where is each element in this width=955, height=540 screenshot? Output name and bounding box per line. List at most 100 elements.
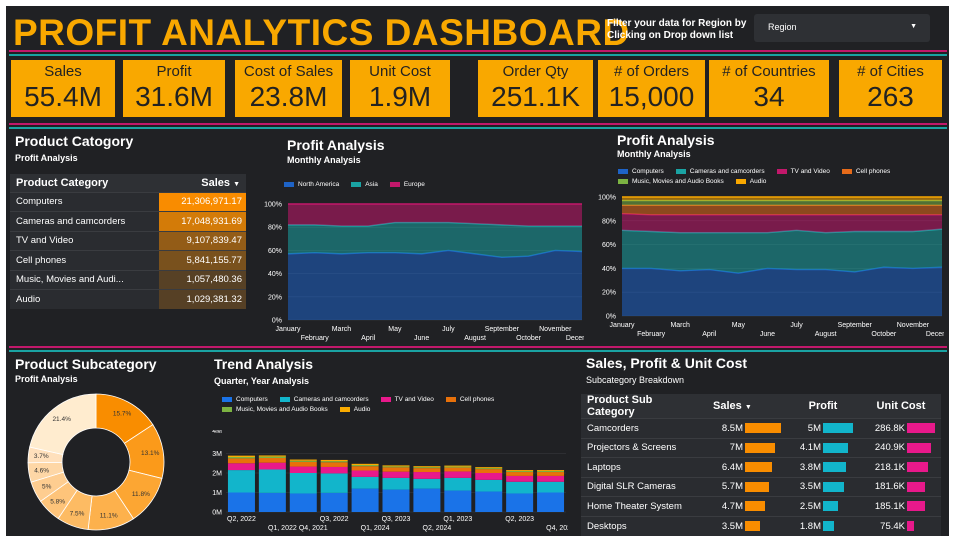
cell-value: 3.8M <box>799 461 821 473</box>
bar-segment <box>320 466 348 474</box>
col-header-subcategory[interactable]: Product Sub Category <box>581 394 707 419</box>
bar-segment <box>320 461 348 463</box>
y-tick-label: 40% <box>268 271 282 278</box>
kpi-card-5: # of Orders 15,000 <box>598 60 705 117</box>
table-row[interactable]: Cameras and camcorders 17,048,931.69 <box>10 211 246 231</box>
kpi-label: # of Cities <box>857 63 924 80</box>
x-tick-label: August <box>815 331 837 338</box>
legend-label: Music, Movies and Audio Books <box>632 178 724 185</box>
legend-label: Computers <box>632 168 664 175</box>
legend-item[interactable]: Computers <box>222 396 268 403</box>
cell-value: 3.5M <box>721 520 743 532</box>
kpi-value: 263 <box>867 81 914 112</box>
legend-item[interactable]: North America <box>284 181 339 188</box>
table-row[interactable]: Cell phones 5,841,155.77 <box>10 250 246 270</box>
divider <box>9 350 947 352</box>
x-tick-label: May <box>388 326 402 333</box>
bar-segment <box>537 470 565 472</box>
kpi-value: 251.1K <box>491 81 580 112</box>
kpi-card-4: Order Qty 251.1K <box>478 60 593 117</box>
legend-item[interactable]: Cell phones <box>445 396 495 403</box>
donut-slice-label: 7.5% <box>70 511 85 518</box>
table-row[interactable]: Digital SLR Cameras 5.7M 3.5M 181.6K <box>581 476 941 497</box>
legend-item[interactable]: Audio <box>339 406 370 413</box>
table-row[interactable]: Desktops 3.5M 1.8M 75.4K <box>581 515 941 536</box>
cell-bar <box>745 521 760 531</box>
bar-segment <box>382 489 410 512</box>
divider <box>9 346 947 348</box>
legend-label: Cell phones <box>459 396 495 403</box>
spu-panel-subtitle: Subcategory Breakdown <box>586 375 685 385</box>
bar-segment <box>475 479 503 492</box>
table-row[interactable]: Projectors & Screens 7M 4.1M 240.9K <box>581 437 941 458</box>
table-row[interactable]: Computers 21,306,971.17 <box>10 191 246 212</box>
trend-chart-legend: Computers Cameras and camcorders TV and Vi… <box>222 396 552 416</box>
col-header-unit-cost[interactable]: Unit Cost <box>861 394 941 419</box>
table-row[interactable]: Home Theater System 4.7M 2.5M 185.1K <box>581 496 941 516</box>
donut-slice-label: 5.8% <box>50 498 65 505</box>
bar-segment <box>382 465 410 467</box>
col-header-profit[interactable]: Profit <box>785 394 861 419</box>
kpi-value: 55.4M <box>24 81 102 112</box>
category-name: Audio <box>10 289 160 309</box>
cell-bar <box>823 423 853 434</box>
kpi-label: # of Countries <box>722 63 816 80</box>
bar-segment <box>475 491 503 512</box>
cell-value: 75.4K <box>880 520 905 532</box>
legend-label: Computers <box>236 396 268 403</box>
legend-item[interactable]: TV and Video <box>380 396 434 403</box>
table-row[interactable]: Laptops 6.4M 3.8M 218.1K <box>581 457 941 477</box>
bar-segment <box>227 463 255 471</box>
category-chart-title: Profit Analysis <box>617 132 715 148</box>
region-dropdown[interactable]: Region ▼ <box>754 14 930 42</box>
legend-item[interactable]: Cell phones <box>841 168 890 175</box>
table-row[interactable]: TV and Video 9,107,839.47 <box>10 230 246 251</box>
cell-value: 4.7M <box>721 500 743 512</box>
legend-item[interactable]: Music, Movies and Audio Books <box>618 178 724 185</box>
col-header-category[interactable]: Product Category <box>10 174 160 192</box>
bar-segment <box>444 477 472 491</box>
bar-segment <box>289 493 317 512</box>
donut-slice <box>29 393 97 455</box>
dashboard: PROFIT ANALYTICS DASHBOARD Filter your d… <box>6 6 949 536</box>
legend-swatch <box>222 406 232 412</box>
y-tick-label: 4M <box>212 430 222 435</box>
bar-segment <box>537 481 565 493</box>
cell-bar <box>823 462 846 473</box>
table-row[interactable]: Camcorders 8.5M 5M 286.8K <box>581 418 941 438</box>
legend-item[interactable]: Europe <box>389 181 425 188</box>
legend-item[interactable]: Audio <box>735 178 766 185</box>
legend-item[interactable]: Cameras and camcorders <box>279 396 369 403</box>
legend-item[interactable]: TV and Video <box>776 168 830 175</box>
x-tick-label: Q4, 2021 <box>299 525 328 532</box>
cell-value: 286.8K <box>874 422 905 434</box>
kpi-label: Cost of Sales <box>243 63 334 80</box>
col-header-sales[interactable]: Sales ▼ <box>159 174 246 192</box>
donut-slice-label: 5% <box>42 483 52 490</box>
category-name: Computers <box>10 191 160 212</box>
category-sales: 5,841,155.77 <box>159 250 246 270</box>
legend-item[interactable]: Asia <box>351 181 378 188</box>
legend-item[interactable]: Computers <box>618 168 664 175</box>
table-row[interactable]: Audio 1,029,381.32 <box>10 289 246 309</box>
cell-bar <box>745 501 765 512</box>
y-tick-label: 20% <box>268 294 282 301</box>
category-name: Music, Movies and Audi... <box>10 269 160 290</box>
table-row[interactable]: Music, Movies and Audi... 1,057,480.36 <box>10 269 246 290</box>
caret-down-icon: ▼ <box>910 23 917 30</box>
bar-segment <box>320 462 348 467</box>
bar-segment <box>351 465 379 467</box>
category-sales: 21,306,971.17 <box>159 191 246 212</box>
legend-item[interactable]: Music, Movies and Audio Books <box>222 406 328 413</box>
divider <box>9 54 947 56</box>
area-series-1 <box>288 222 582 258</box>
area-series-5 <box>622 197 942 201</box>
col-header-sales[interactable]: Sales ▼ <box>707 394 785 419</box>
region-chart-title: Profit Analysis <box>287 137 385 153</box>
divider <box>9 123 947 125</box>
legend-item[interactable]: Cameras and camcorders <box>675 168 765 175</box>
bar-segment <box>537 471 565 473</box>
cell-bar <box>745 423 781 434</box>
category-chart-legend: Computers Cameras and camcorders TV and Vi… <box>618 168 938 188</box>
cell-value: 2.5M <box>799 500 821 512</box>
